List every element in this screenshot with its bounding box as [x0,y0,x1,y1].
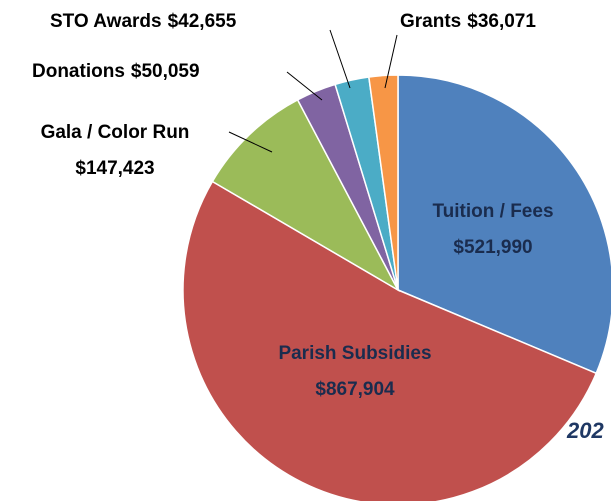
annotation: 202 [566,418,604,443]
value-label: $521,990 [453,237,532,258]
value-label: $147,423 [75,158,154,179]
value-label: $36,071 [467,11,536,32]
leader-line [228,131,273,153]
pie-slice [367,74,399,291]
slice-label: Parish Subsidies [278,343,431,364]
slice-label: Gala / Color Run [41,122,190,143]
value-label: $867,904 [315,379,395,400]
slice-label-group: STO Awards $42,655 [50,11,237,32]
leader-line [286,71,323,101]
slice-label: Donations [32,61,125,82]
slice-label: STO Awards [50,11,162,32]
value-label: $42,655 [168,11,237,32]
slice-label: Tuition / Fees [432,201,553,222]
slice-label: Grants [400,11,461,32]
pie-slice [182,180,598,501]
value-label: $50,059 [131,61,200,82]
leader-line [329,29,351,89]
slice-label-group: Grants $36,071 [400,11,536,32]
slice-label-group: Donations $50,059 [32,61,200,82]
pie-slice [211,98,400,292]
leader-line [384,34,398,89]
